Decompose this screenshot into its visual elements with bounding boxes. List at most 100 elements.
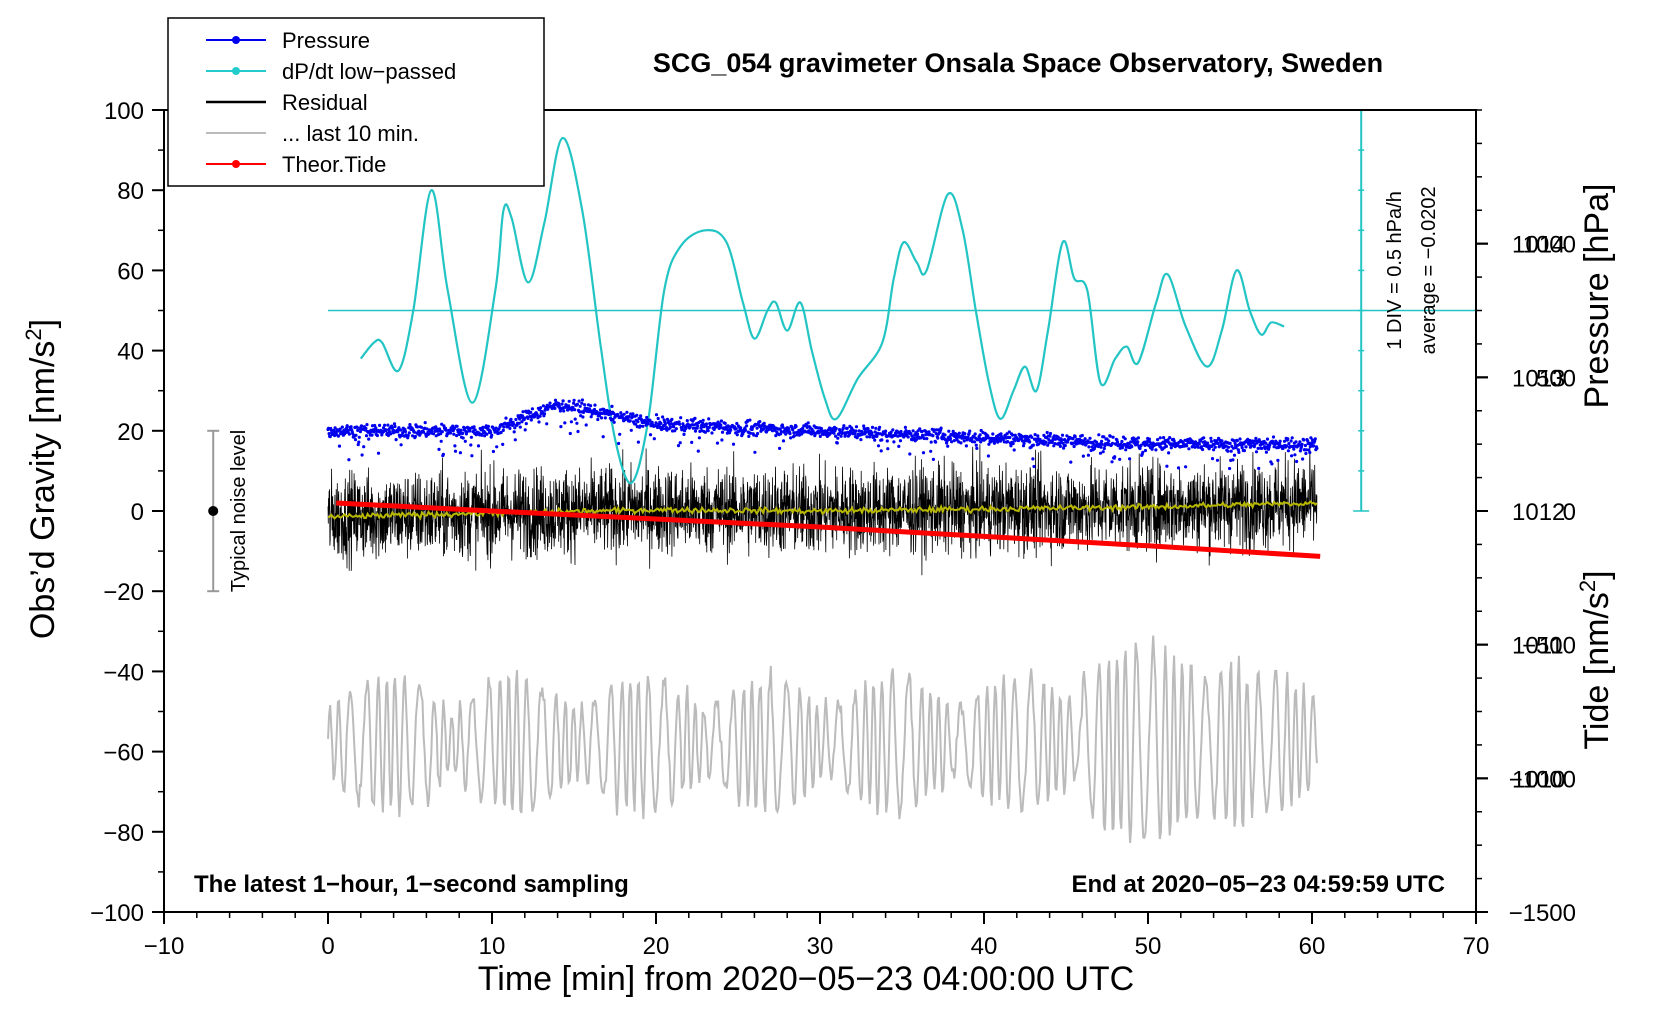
legend-label: Pressure [282, 28, 370, 53]
pressure-point [1163, 441, 1167, 446]
y-tick-label: −40 [103, 659, 144, 686]
pressure-point [665, 417, 670, 421]
legend-label: dP/dt low−passed [282, 59, 456, 84]
pressure-point [957, 431, 961, 435]
pressure-point [353, 438, 358, 442]
pressure-point [567, 399, 571, 403]
pressure-tick-label: 1013 [1512, 365, 1565, 392]
pressure-point [560, 402, 564, 406]
pressure-point [453, 444, 457, 448]
pressure-point [1308, 445, 1312, 449]
pressure-point [792, 431, 796, 435]
pressure-point [1313, 437, 1317, 441]
pressure-point [1102, 446, 1106, 451]
pressure-point [389, 432, 393, 436]
pressure-point [1212, 448, 1216, 452]
x-tick-label: 20 [643, 933, 670, 960]
pressure-point [367, 437, 371, 441]
pressure-point [508, 426, 512, 430]
pressure-point [1047, 438, 1051, 442]
pressure-point [413, 434, 417, 439]
y-axis-title-tide-prefix: Tide [nm/s [1578, 592, 1616, 749]
pressure-point [1257, 466, 1261, 470]
pressure-point [1028, 440, 1032, 444]
pressure-point [455, 424, 459, 428]
pressure-point [747, 434, 751, 438]
pressure-point [638, 424, 642, 428]
pressure-point [720, 438, 724, 442]
x-axis: −10 0 10 20 30 40 50 60 70 [144, 912, 1489, 960]
pressure-point [1272, 445, 1276, 449]
pressure-point [1087, 445, 1091, 449]
pressure-point [1037, 442, 1041, 446]
pressure-point [1289, 439, 1293, 443]
pressure-point [868, 435, 872, 439]
pressure-point [563, 421, 567, 425]
pressure-point [865, 435, 869, 439]
pressure-point [1278, 439, 1282, 443]
typical-noise-bar: Typical noise level [207, 429, 250, 593]
pressure-point [1136, 440, 1140, 444]
pressure-point [910, 434, 914, 438]
pressure-point [1102, 435, 1106, 439]
pressure-point [499, 430, 503, 435]
pressure-point [986, 434, 990, 438]
dpdt-average-label: average = −0.0202 [1418, 186, 1440, 354]
pressure-point [781, 425, 785, 429]
pressure-point [1202, 436, 1206, 440]
pressure-point [1292, 447, 1296, 451]
pressure-point [569, 420, 574, 424]
pressure-point [386, 423, 390, 427]
pressure-point [634, 422, 638, 426]
pressure-point [636, 420, 640, 424]
pressure-point [489, 430, 493, 435]
pressure-point [1130, 445, 1134, 449]
pressure-point [678, 441, 682, 445]
pressure-point [1232, 439, 1236, 443]
pressure-point [1063, 443, 1067, 448]
pressure-point [491, 449, 495, 454]
pressure-point [562, 409, 566, 413]
pressure-point [720, 430, 725, 434]
pressure-point [963, 432, 967, 436]
pressure-point [1006, 440, 1010, 444]
pressure-point [1300, 442, 1304, 446]
pressure-point [1213, 445, 1217, 449]
pressure-point [356, 428, 360, 432]
pressure-tick-label: 1010 [1512, 766, 1565, 793]
pressure-point [394, 438, 398, 442]
pressure-point [879, 449, 883, 453]
pressure-point [337, 444, 342, 448]
chart-title: SCG_054 gravimeter Onsala Space Observat… [653, 48, 1383, 78]
pressure-point [529, 418, 533, 422]
pressure-point [1248, 438, 1252, 443]
pressure-point [836, 436, 840, 440]
pressure-point [680, 427, 685, 431]
pressure-point [806, 421, 810, 425]
pressure-tick-label: 1014 [1512, 232, 1565, 259]
pressure-point [1167, 451, 1171, 455]
pressure-point [696, 449, 700, 453]
pressure-point [648, 418, 652, 422]
pressure-point [559, 425, 563, 429]
pressure-point [967, 431, 971, 436]
y-tick-label: 60 [117, 258, 144, 285]
pressure-point [485, 432, 489, 436]
pressure-point [758, 420, 762, 424]
pressure-point [374, 426, 378, 430]
pressure-point [1071, 437, 1075, 441]
pressure-point [1120, 439, 1124, 444]
pressure-point [1242, 449, 1246, 453]
pressure-point [625, 410, 629, 414]
pressure-point [1237, 450, 1241, 454]
pressure-point [538, 414, 542, 418]
pressure-point [748, 431, 753, 435]
pressure-point [364, 426, 368, 430]
pressure-point [535, 413, 539, 417]
pressure-point [859, 438, 863, 442]
pressure-point [1265, 437, 1270, 441]
pressure-point [1256, 446, 1260, 450]
pressure-point [1100, 442, 1104, 446]
pressure-point [580, 398, 585, 402]
pressure-tick-label: 1012 [1512, 499, 1565, 526]
